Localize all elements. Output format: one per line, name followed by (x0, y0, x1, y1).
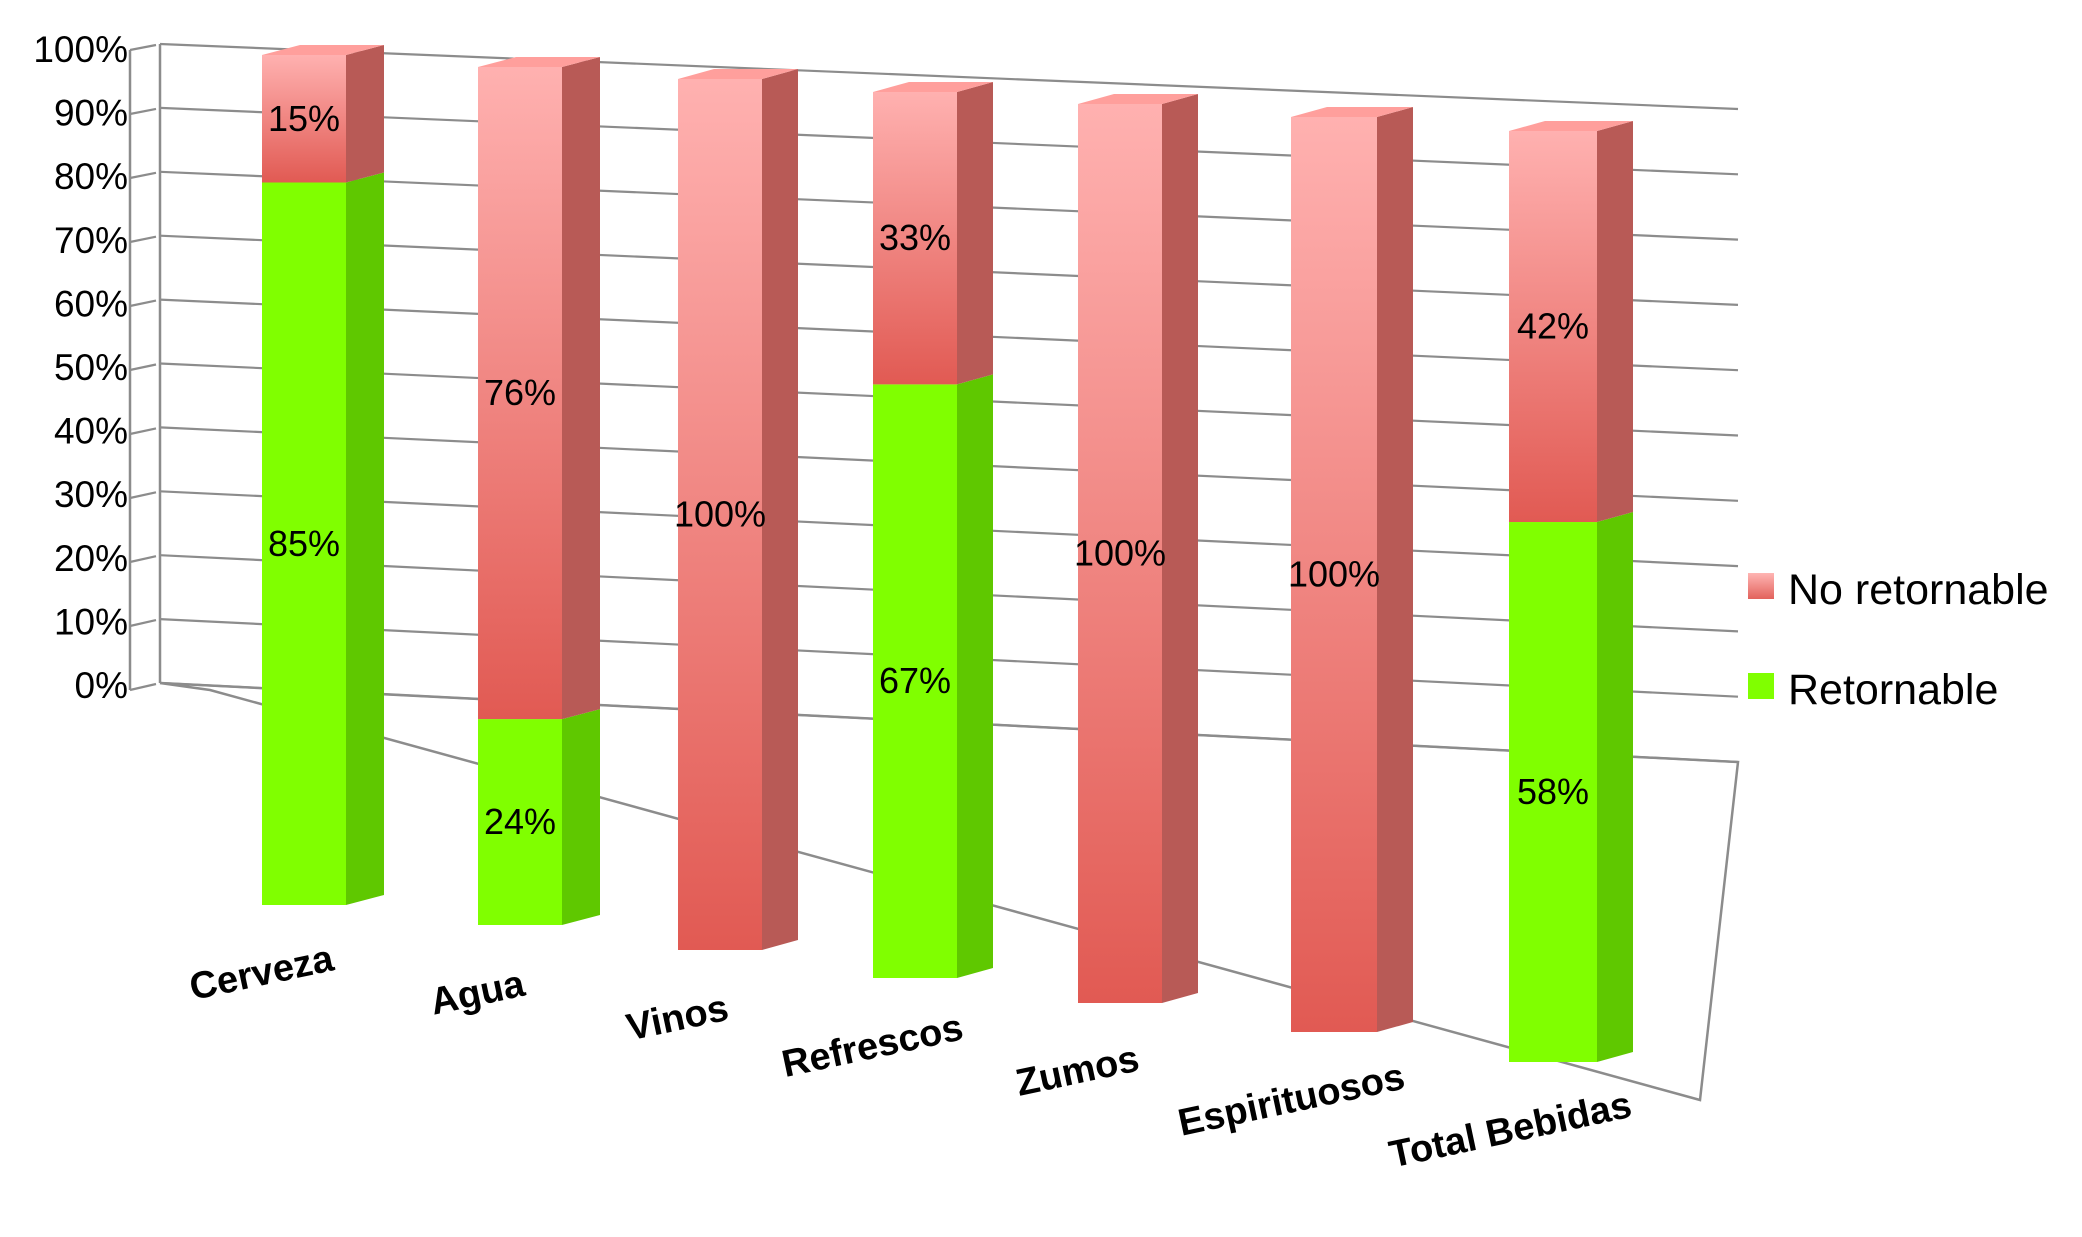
bar-retornable-side (346, 172, 384, 905)
y-tick-label: 0% (75, 665, 128, 706)
bar-retornable-side (957, 374, 993, 978)
y-tick-label: 70% (54, 220, 128, 261)
bar-no-retornable (1291, 117, 1377, 1032)
data-label-no-retornable: 100% (1074, 533, 1166, 574)
x-tick-label: Vinos (623, 987, 732, 1049)
side-gridline (129, 171, 157, 180)
bar-no-retornable-side (1162, 94, 1198, 1003)
bar-no-retornable-side (1377, 107, 1413, 1032)
bar-refrescos (873, 82, 993, 978)
data-label-retornable: 24% (484, 801, 556, 842)
legend-label-retornable: Retornable (1788, 666, 1998, 714)
side-gridline (129, 363, 157, 372)
x-tick-label: Espirituosos (1175, 1056, 1409, 1145)
data-label-no-retornable: 42% (1517, 306, 1589, 347)
bar-total-bebidas (1509, 121, 1633, 1062)
data-label-retornable: 67% (879, 660, 951, 701)
bar-top (873, 82, 993, 92)
legend-label-no-retornable: No retornable (1788, 566, 2049, 614)
side-gridline (129, 619, 157, 628)
bar-espirituosos (1291, 107, 1413, 1032)
bar-no-retornable (873, 92, 957, 385)
bar-no-retornable-side (957, 82, 993, 385)
side-gridline (129, 299, 157, 308)
data-label-no-retornable: 33% (879, 217, 951, 258)
legend: No retornable Retornable (1748, 566, 2049, 714)
bar-no-retornable-side (1597, 121, 1633, 523)
y-tick-label: 80% (54, 156, 128, 197)
y-tick-label: 30% (54, 474, 128, 515)
bar-top (262, 45, 384, 55)
bar-zumos (1078, 94, 1198, 1003)
bars (262, 45, 1633, 1062)
data-label-retornable: 85% (268, 523, 340, 564)
side-gridline (129, 43, 157, 52)
data-label-no-retornable: 76% (484, 372, 556, 413)
bar-no-retornable (1078, 104, 1162, 1003)
x-tick-label: Refrescos (778, 1007, 966, 1086)
bar-retornable (1509, 522, 1597, 1062)
bar-cerveza (262, 45, 384, 905)
data-label-retornable: 58% (1517, 771, 1589, 812)
bar-agua (478, 57, 600, 925)
axes: 0% 10% 20% 30% 40% 50% 60% 70% 80% 90% 100% (33, 29, 1740, 1102)
bar-top (1291, 107, 1413, 117)
bar-retornable (262, 182, 346, 905)
bar-no-retornable-side (346, 45, 384, 183)
side-gridline (129, 235, 157, 244)
bar-top (1509, 121, 1633, 131)
x-tick-label: Cerveza (186, 937, 338, 1009)
y-tick-label: 50% (54, 347, 128, 388)
bar-no-retornable (1509, 131, 1597, 523)
y-tick-label: 20% (54, 538, 128, 579)
bar-no-retornable (478, 67, 562, 720)
legend-swatch-retornable (1748, 673, 1774, 699)
side-gridline (129, 107, 157, 116)
x-tick-label: Zumos (1012, 1038, 1143, 1105)
bar-retornable-side (562, 709, 600, 925)
data-label-no-retornable: 15% (268, 98, 340, 139)
y-tick-label: 60% (54, 283, 128, 324)
side-gridline (129, 427, 157, 436)
data-label-no-retornable: 100% (1288, 554, 1380, 595)
side-gridline (129, 491, 157, 500)
bar-no-retornable (262, 55, 346, 183)
y-tick-label: 100% (33, 29, 128, 70)
bar-retornable (478, 719, 562, 925)
y-tick-label: 40% (54, 411, 128, 452)
legend-swatch-no-retornable (1748, 573, 1774, 599)
bar-retornable (873, 384, 957, 978)
y-tick-label: 90% (54, 93, 128, 134)
x-tick-label: Total Bebidas (1386, 1084, 1636, 1176)
bar-no-retornable-side (562, 57, 600, 720)
bar-no-retornable-side (762, 69, 798, 950)
y-tick-label: 10% (54, 601, 128, 642)
bar-top (678, 69, 798, 79)
floor-outline (159, 681, 1740, 1102)
x-tick-label: Agua (427, 963, 530, 1024)
bar-top (478, 57, 600, 67)
bar-retornable-side (1597, 512, 1633, 1062)
data-label-no-retornable: 100% (674, 494, 766, 535)
side-gridline (129, 682, 157, 692)
bar-no-retornable (678, 79, 762, 950)
side-gridline (129, 555, 157, 564)
bar-top (1078, 94, 1198, 104)
bar-vinos (678, 69, 798, 950)
gridline (159, 42, 1739, 111)
